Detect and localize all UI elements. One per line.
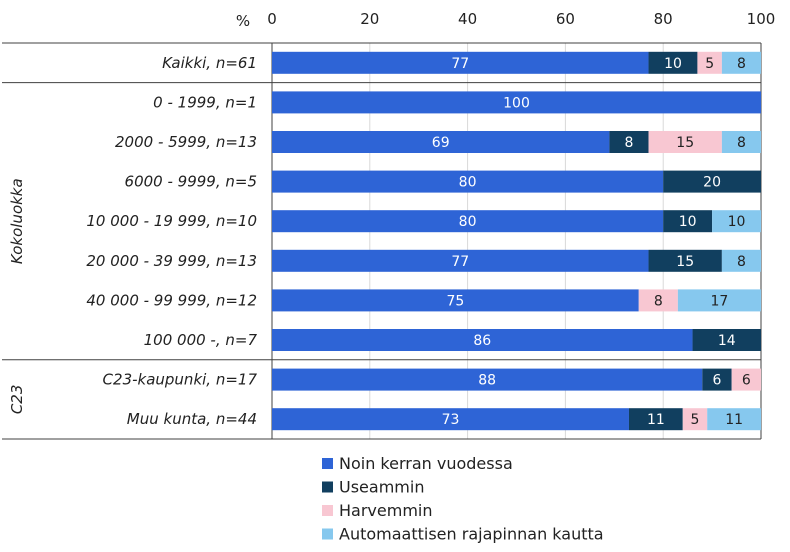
category-label: Muu kunta, n=44 bbox=[127, 410, 257, 428]
legend-swatch bbox=[322, 481, 333, 493]
category-labels: Kaikki, n=61 0 - 1999, n=1 2000 - 5999, n=… bbox=[86, 54, 257, 428]
legend-swatch bbox=[322, 528, 333, 540]
legend-label: Automaattisen rajapinnan kautta bbox=[339, 525, 604, 544]
data-label: 80 bbox=[459, 214, 477, 230]
data-label: 15 bbox=[676, 135, 694, 151]
data-label: 6 bbox=[713, 373, 722, 389]
bar-segment bbox=[648, 131, 722, 153]
bar-segment bbox=[272, 210, 664, 233]
bar-segment bbox=[677, 289, 761, 312]
bar-segment bbox=[721, 249, 761, 272]
category-label: 2000 - 5999, n=13 bbox=[115, 133, 257, 151]
legend-swatch bbox=[322, 458, 333, 469]
x-tick-label: 40 bbox=[458, 10, 477, 28]
bar-segment bbox=[682, 408, 708, 431]
x-tick-label: 20 bbox=[360, 10, 379, 28]
bar-segment bbox=[648, 249, 722, 272]
data-label: 11 bbox=[647, 412, 665, 428]
category-label: Kaikki, n=61 bbox=[162, 54, 257, 72]
data-label: 10 bbox=[728, 214, 746, 230]
data-label: 8 bbox=[737, 254, 746, 270]
data-label: 11 bbox=[725, 412, 743, 428]
category-label: 20 000 - 39 999, n=13 bbox=[86, 252, 257, 270]
data-label: 100 bbox=[503, 95, 530, 111]
group-label: Kokoluokka bbox=[8, 178, 26, 264]
bar-segment bbox=[697, 51, 722, 74]
data-label: 69 bbox=[432, 135, 450, 151]
data-label: 14 bbox=[718, 333, 736, 349]
data-label: 8 bbox=[625, 135, 634, 151]
data-label: 10 bbox=[664, 56, 682, 72]
category-label: 10 000 - 19 999, n=10 bbox=[86, 212, 257, 230]
data-label: 5 bbox=[705, 56, 714, 72]
bar-segment bbox=[272, 329, 693, 351]
bar-segment bbox=[628, 408, 683, 431]
data-label: 77 bbox=[451, 56, 469, 72]
x-tick-label: 60 bbox=[556, 10, 575, 28]
bar-segment bbox=[648, 51, 698, 74]
data-label: 6 bbox=[742, 373, 751, 389]
category-label: 100 000 -, n=7 bbox=[144, 331, 258, 349]
legend-label: Harvemmin bbox=[339, 501, 432, 520]
data-label: 88 bbox=[478, 373, 496, 389]
data-label: 8 bbox=[654, 293, 663, 309]
data-label: 75 bbox=[446, 293, 464, 309]
bar-segment bbox=[609, 131, 649, 153]
data-label: 10 bbox=[679, 214, 697, 230]
legend-swatch bbox=[322, 505, 333, 516]
bar-segment bbox=[638, 289, 678, 312]
legend-label: Noin kerran vuodessa bbox=[339, 454, 513, 473]
data-label: 80 bbox=[459, 175, 477, 191]
bar-segment bbox=[663, 170, 761, 193]
axis-unit-label: % bbox=[236, 12, 250, 30]
group-labels: Kokoluokka C23 bbox=[8, 178, 26, 414]
bar-segment bbox=[272, 408, 629, 431]
group-label: C23 bbox=[8, 385, 26, 415]
bar-segment bbox=[272, 289, 639, 312]
data-label: 77 bbox=[451, 254, 469, 270]
bar-segment bbox=[712, 210, 761, 233]
x-axis-ticks: 0 20 40 60 80 100 bbox=[267, 10, 775, 28]
bar-segment bbox=[272, 51, 649, 74]
data-label: 8 bbox=[737, 56, 746, 72]
bar-segment bbox=[692, 329, 761, 351]
data-label: 17 bbox=[711, 293, 729, 309]
category-label: 40 000 - 99 999, n=12 bbox=[86, 291, 257, 309]
bar-segment bbox=[707, 408, 761, 431]
x-tick-label: 100 bbox=[747, 10, 776, 28]
bar-segment bbox=[721, 51, 761, 74]
bar-segment bbox=[663, 210, 713, 233]
category-label: 6000 - 9999, n=5 bbox=[125, 173, 257, 191]
bar-segment bbox=[702, 368, 732, 391]
data-label: 15 bbox=[676, 254, 694, 270]
bar-segment bbox=[272, 170, 664, 193]
data-label: 8 bbox=[737, 135, 746, 151]
data-label: 86 bbox=[473, 333, 491, 349]
bar-segment bbox=[272, 131, 610, 153]
data-label: 5 bbox=[691, 412, 700, 428]
x-tick-label: 0 bbox=[267, 10, 277, 28]
legend-label: Useammin bbox=[339, 478, 424, 497]
bar-segment bbox=[272, 249, 649, 272]
data-label: 73 bbox=[442, 412, 460, 428]
data-label: 20 bbox=[703, 175, 721, 191]
x-tick-label: 80 bbox=[654, 10, 673, 28]
category-label: C23-kaupunki, n=17 bbox=[103, 371, 258, 389]
bar-segment bbox=[272, 91, 761, 114]
category-label: 0 - 1999, n=1 bbox=[153, 93, 257, 111]
bar-segment bbox=[272, 368, 703, 391]
bar-segment bbox=[731, 368, 761, 391]
bar-segment bbox=[721, 131, 761, 153]
legend: Noin kerran vuodessa Useammin Harvemmin Aut… bbox=[322, 454, 604, 544]
bars: 77 10 5 8 100 69 8 15 8 80 20 80 10 10 77 15 8 75 8 17 86 14 8… bbox=[272, 51, 761, 431]
